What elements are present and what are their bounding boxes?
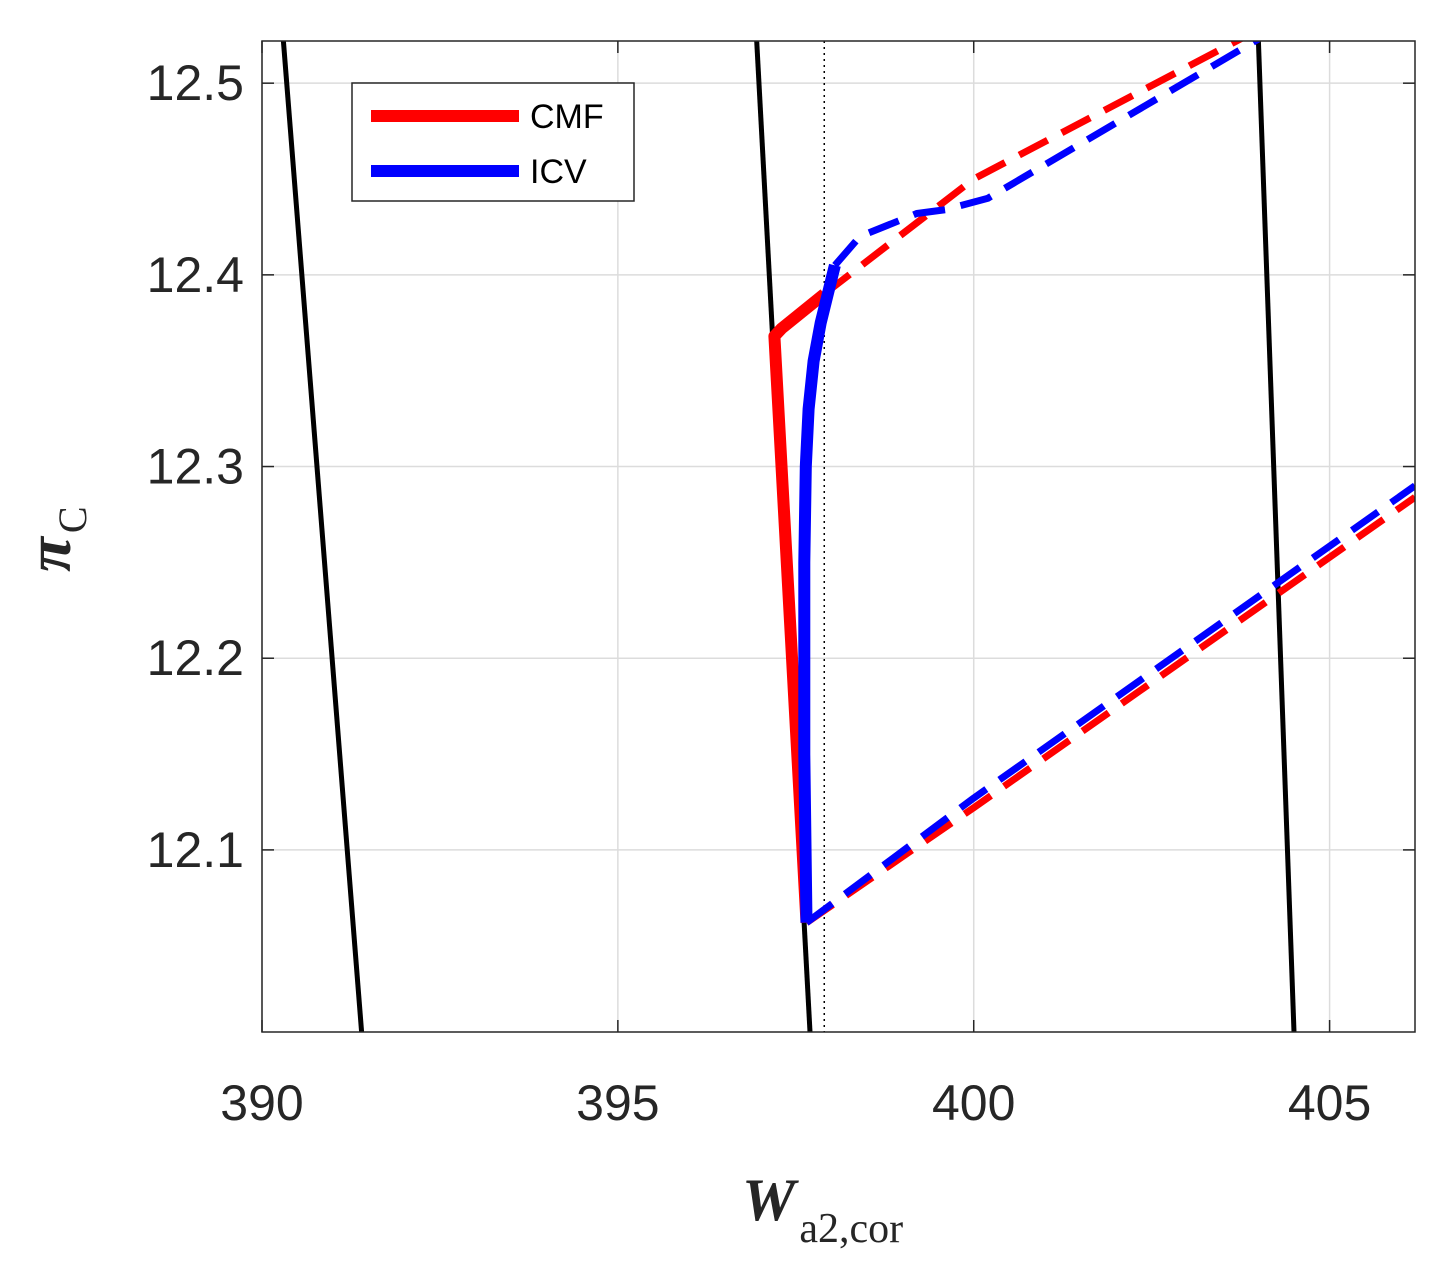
y-axis-title-sub: C	[50, 506, 95, 533]
speed-line-6	[280, 41, 365, 1032]
tick-labels: 390 395 400 405 12.1 12.2 12.3 12.4 12.5	[147, 55, 1372, 1131]
legend-label-icv: ICV	[530, 153, 587, 191]
x-tick-label: 400	[932, 1075, 1015, 1131]
x-tick-label: 390	[220, 1075, 303, 1131]
speed-line-8	[1255, 41, 1297, 1032]
y-tick-label: 12.3	[147, 439, 244, 495]
series-layer	[280, 41, 1415, 1032]
y-axis-title-main: π	[13, 535, 84, 572]
x-axis-title-main: W	[742, 1167, 799, 1233]
x-tick-label: 405	[1288, 1075, 1371, 1131]
dashed-line-2	[822, 41, 1245, 297]
axes-frame	[261, 40, 1416, 1033]
x-axis-title: W a2,cor	[742, 1167, 903, 1252]
y-tick-label: 12.1	[147, 822, 244, 878]
legend-box	[351, 82, 635, 202]
x-axis-title-sub: a2,cor	[799, 1206, 903, 1252]
y-tick-label: 12.4	[147, 247, 244, 303]
dashed-line-3	[832, 41, 1261, 268]
legend-label-cmf: CMF	[530, 98, 604, 136]
legend: CMF ICV	[351, 82, 635, 202]
series-line-cmf	[768, 289, 829, 924]
y-tick-label: 12.2	[147, 630, 244, 686]
y-axis-title: π C	[13, 506, 95, 572]
axes	[261, 40, 1416, 1033]
series-line-icv	[798, 263, 841, 923]
dashed-line-5	[804, 482, 1415, 926]
plot-area	[262, 41, 1415, 1032]
x-tick-label: 395	[576, 1075, 659, 1131]
y-tick-label: 12.5	[147, 55, 244, 111]
